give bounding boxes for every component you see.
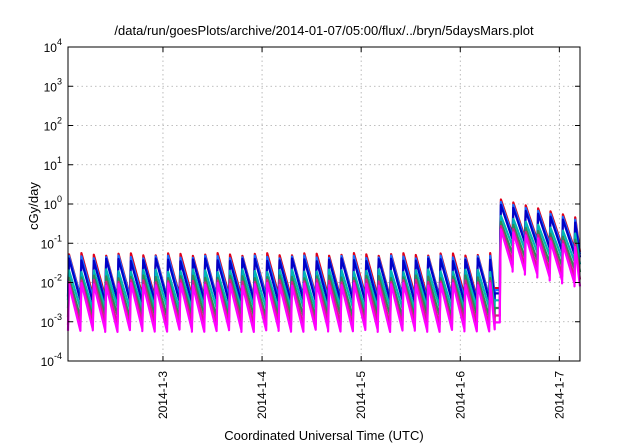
y-tick-label: 102	[44, 116, 62, 134]
y-tick-label: 101	[44, 155, 62, 173]
y-tick-label: 10-4	[41, 351, 62, 369]
plot-frame	[67, 46, 581, 362]
y-tick-label: 10-1	[41, 233, 62, 251]
series-line	[66, 228, 582, 333]
x-tick-label: 2014-1-6	[453, 371, 467, 419]
y-tick-label: 10-2	[41, 273, 62, 291]
series-lines	[66, 198, 582, 333]
y-tick-label: 10-3	[41, 312, 62, 330]
y-tick-label: 103	[44, 76, 62, 94]
y-tick-label: 104	[44, 37, 62, 55]
chart-title: /data/run/goesPlots/archive/2014-01-07/0…	[114, 23, 534, 38]
x-tick-label: 2014-1-5	[354, 371, 368, 419]
x-tick-label: 2014-1-7	[552, 371, 566, 419]
x-tick-labels: 2014-1-3 2014-1-4 2014-1-5 2014-1-6 2014-1-7	[156, 371, 566, 419]
x-tick-label: 2014-1-3	[156, 371, 170, 419]
x-tick-label: 2014-1-4	[255, 371, 269, 419]
y-tick-labels: 10-4 10-3 10-2 10-1 100 101 102 103 104	[41, 37, 62, 369]
y-tick-label: 100	[44, 194, 62, 212]
x-axis-label: Coordinated Universal Time (UTC)	[224, 428, 423, 443]
y-axis-label: cGy/day	[26, 182, 41, 230]
axes	[67, 46, 581, 362]
